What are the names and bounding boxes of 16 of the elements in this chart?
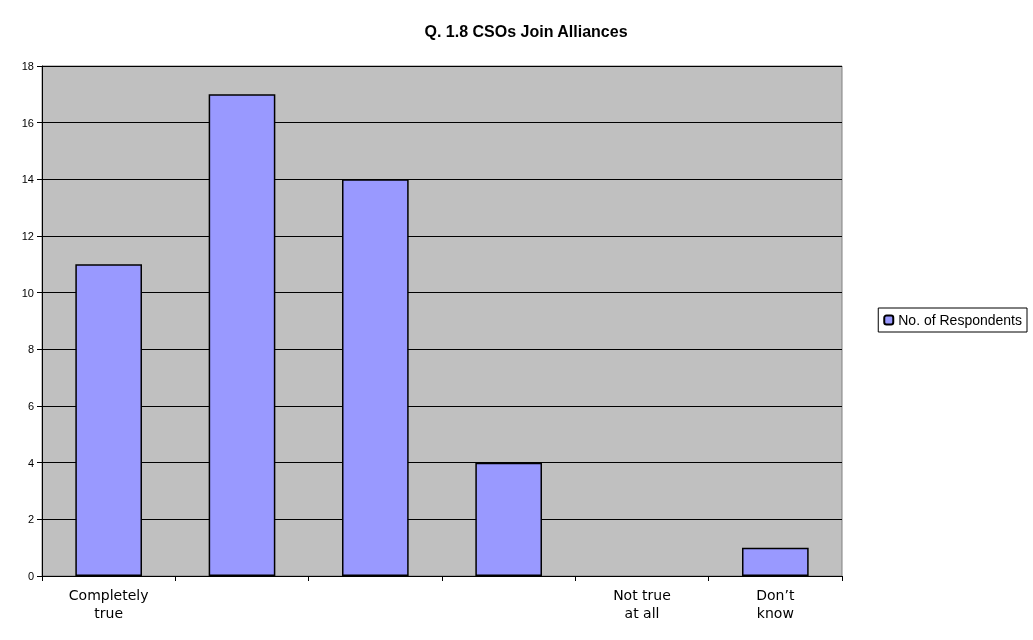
y-tick-label: 6 xyxy=(27,400,34,412)
x-tick-label: Completely true xyxy=(68,587,149,621)
y-tick-label: 14 xyxy=(21,173,34,186)
y-tick-label: 12 xyxy=(21,230,34,242)
x-tick-label: Not true at all xyxy=(613,587,671,621)
y-tick-label: 8 xyxy=(27,343,34,356)
chart-title: Q. 1.8 CSOs Join Alliances xyxy=(424,22,628,40)
bar xyxy=(742,547,809,576)
x-tick-label: Don’t know xyxy=(756,587,795,621)
y-tick-label: 2 xyxy=(27,513,34,526)
legend-label: No. of Respondents xyxy=(898,312,1023,328)
y-tick-label: 10 xyxy=(21,286,34,299)
y-tick-label: 18 xyxy=(21,60,34,72)
y-tick-label: 16 xyxy=(21,116,34,129)
y-tick-label: 4 xyxy=(27,456,34,469)
y-tick-label: 0 xyxy=(27,570,34,582)
